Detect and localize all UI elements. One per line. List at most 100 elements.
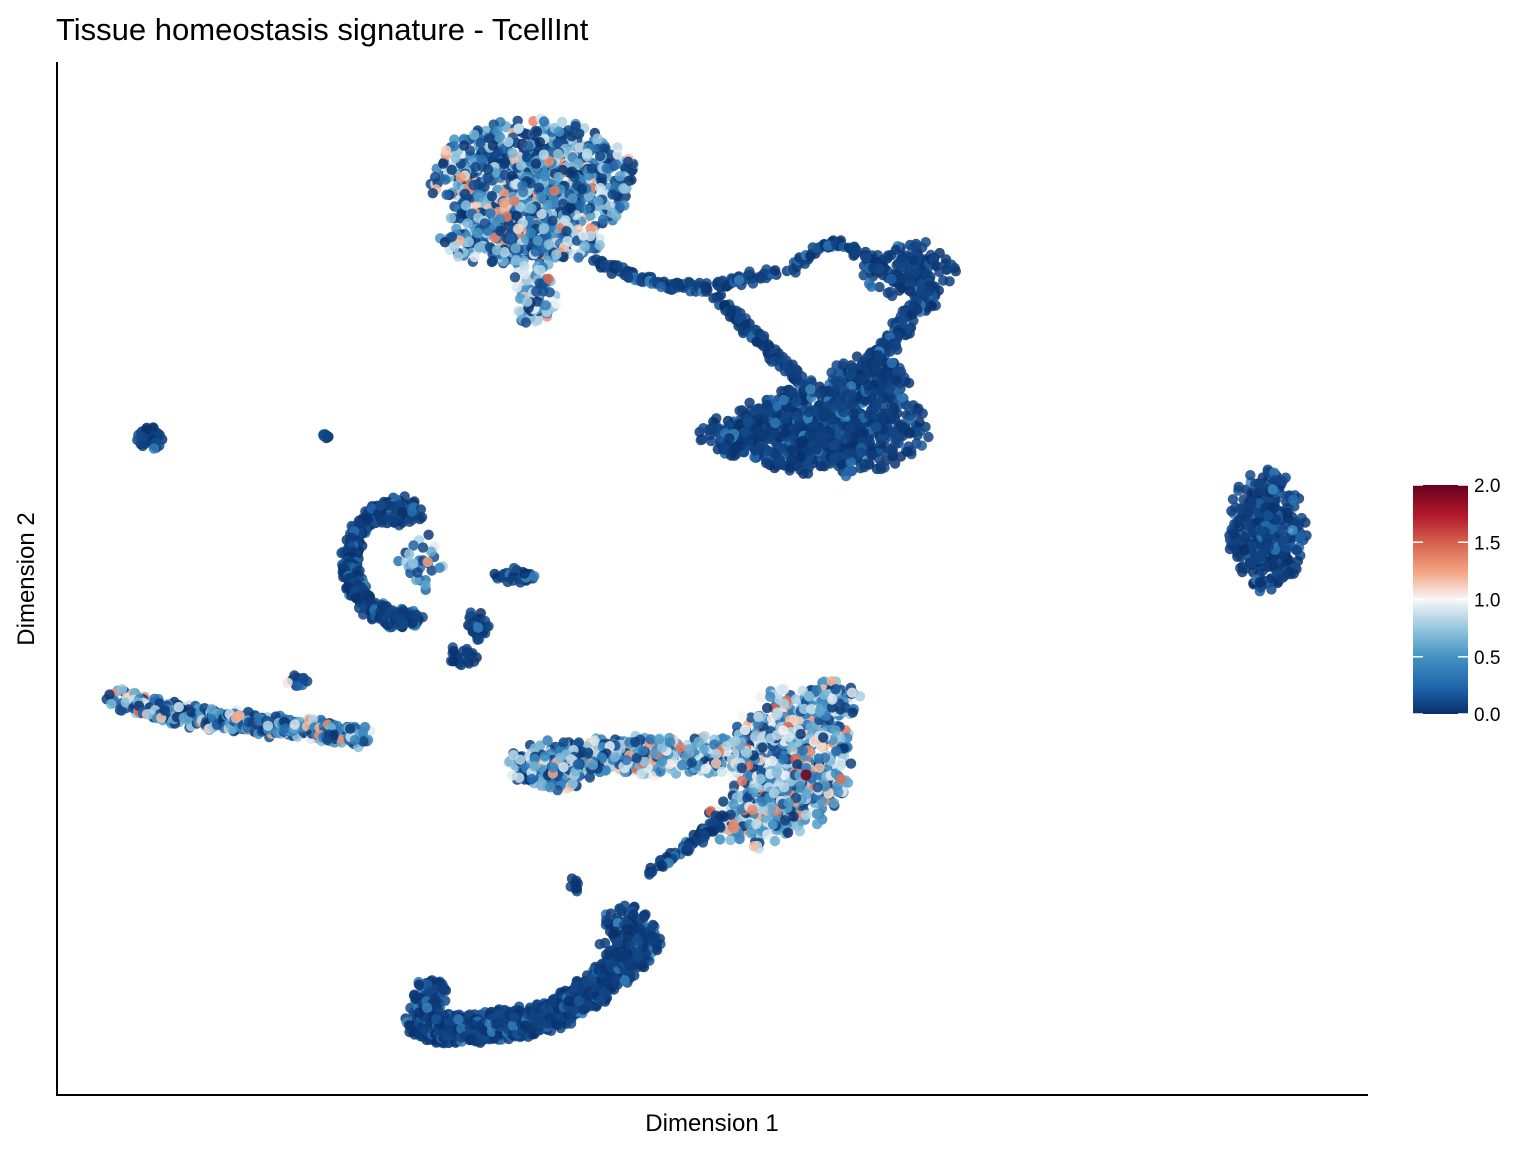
data-point (543, 239, 554, 250)
data-point (507, 147, 518, 159)
data-point (459, 188, 471, 200)
data-point (754, 442, 766, 454)
data-point (791, 411, 802, 422)
data-point (538, 149, 549, 160)
data-point (863, 380, 874, 391)
data-point (845, 369, 856, 381)
data-point (1246, 497, 1257, 508)
data-point (463, 236, 474, 248)
data-point (456, 208, 467, 219)
data-point (530, 158, 542, 169)
data-point (893, 438, 904, 449)
data-point (737, 710, 748, 722)
data-point (1268, 502, 1279, 513)
data-point (551, 249, 562, 260)
data-point (553, 171, 564, 183)
data-point (472, 227, 483, 239)
data-point (885, 384, 896, 395)
data-point (623, 175, 635, 186)
data-point (595, 182, 606, 194)
data-point (612, 149, 623, 160)
data-point (494, 225, 506, 237)
data-point (744, 266, 755, 277)
data-point (511, 282, 522, 293)
data-point (509, 272, 521, 283)
data-point (805, 384, 816, 395)
data-point (450, 152, 461, 164)
data-point (547, 215, 558, 226)
data-point (535, 265, 546, 276)
data-point (875, 463, 887, 475)
data-point (511, 210, 522, 222)
data-point (1267, 484, 1278, 495)
data-point (916, 440, 927, 451)
data-point (231, 712, 242, 723)
data-point (607, 207, 618, 219)
data-point (715, 289, 727, 301)
data-point (448, 140, 460, 152)
data-point (593, 196, 604, 207)
data-point (923, 286, 934, 297)
data-point (1245, 470, 1256, 481)
data-point (1227, 494, 1239, 505)
data-point (1233, 515, 1244, 526)
data-point (492, 125, 503, 137)
data-point (1237, 566, 1248, 578)
data-point (507, 170, 518, 181)
data-point (508, 195, 520, 207)
data-point (438, 158, 449, 169)
data-point (1263, 541, 1274, 552)
data-point (866, 281, 877, 292)
data-point (159, 705, 171, 716)
data-point (540, 300, 551, 311)
data-point (462, 218, 473, 229)
data-point (554, 126, 565, 137)
data-point (828, 453, 839, 464)
data-point (404, 549, 415, 560)
data-point (830, 376, 841, 387)
data-point (846, 389, 858, 400)
data-point (505, 232, 516, 244)
data-point (873, 263, 885, 274)
data-point (931, 260, 942, 272)
data-point (298, 673, 309, 685)
data-point (517, 186, 529, 198)
data-point (778, 394, 789, 406)
data-point (455, 172, 466, 183)
data-point (411, 609, 422, 621)
data-point (791, 396, 802, 408)
data-point (908, 255, 919, 266)
data-point (611, 159, 622, 170)
data-point (906, 309, 918, 320)
data-point (510, 243, 521, 254)
data-point (904, 272, 915, 283)
data-point (607, 189, 618, 200)
data-point (573, 252, 584, 263)
data-point (1255, 525, 1266, 536)
data-point (886, 273, 897, 285)
data-point (842, 448, 854, 460)
data-point (734, 440, 746, 451)
data-point (468, 129, 480, 140)
data-point (795, 451, 807, 463)
data-point (870, 360, 881, 371)
data-point (770, 417, 781, 428)
data-point (904, 428, 915, 439)
data-point (904, 285, 916, 297)
data-point (482, 164, 494, 175)
data-point (394, 612, 406, 624)
data-point (543, 273, 554, 284)
data-point (811, 444, 822, 455)
data-point (910, 241, 921, 252)
data-point (498, 197, 509, 208)
data-point (565, 202, 576, 214)
data-point (882, 369, 893, 380)
data-point (779, 413, 791, 424)
data-point (763, 339, 774, 350)
data-point (585, 230, 596, 242)
data-point (816, 460, 827, 471)
data-point (446, 164, 457, 175)
data-point (137, 431, 148, 443)
data-point (445, 212, 457, 224)
